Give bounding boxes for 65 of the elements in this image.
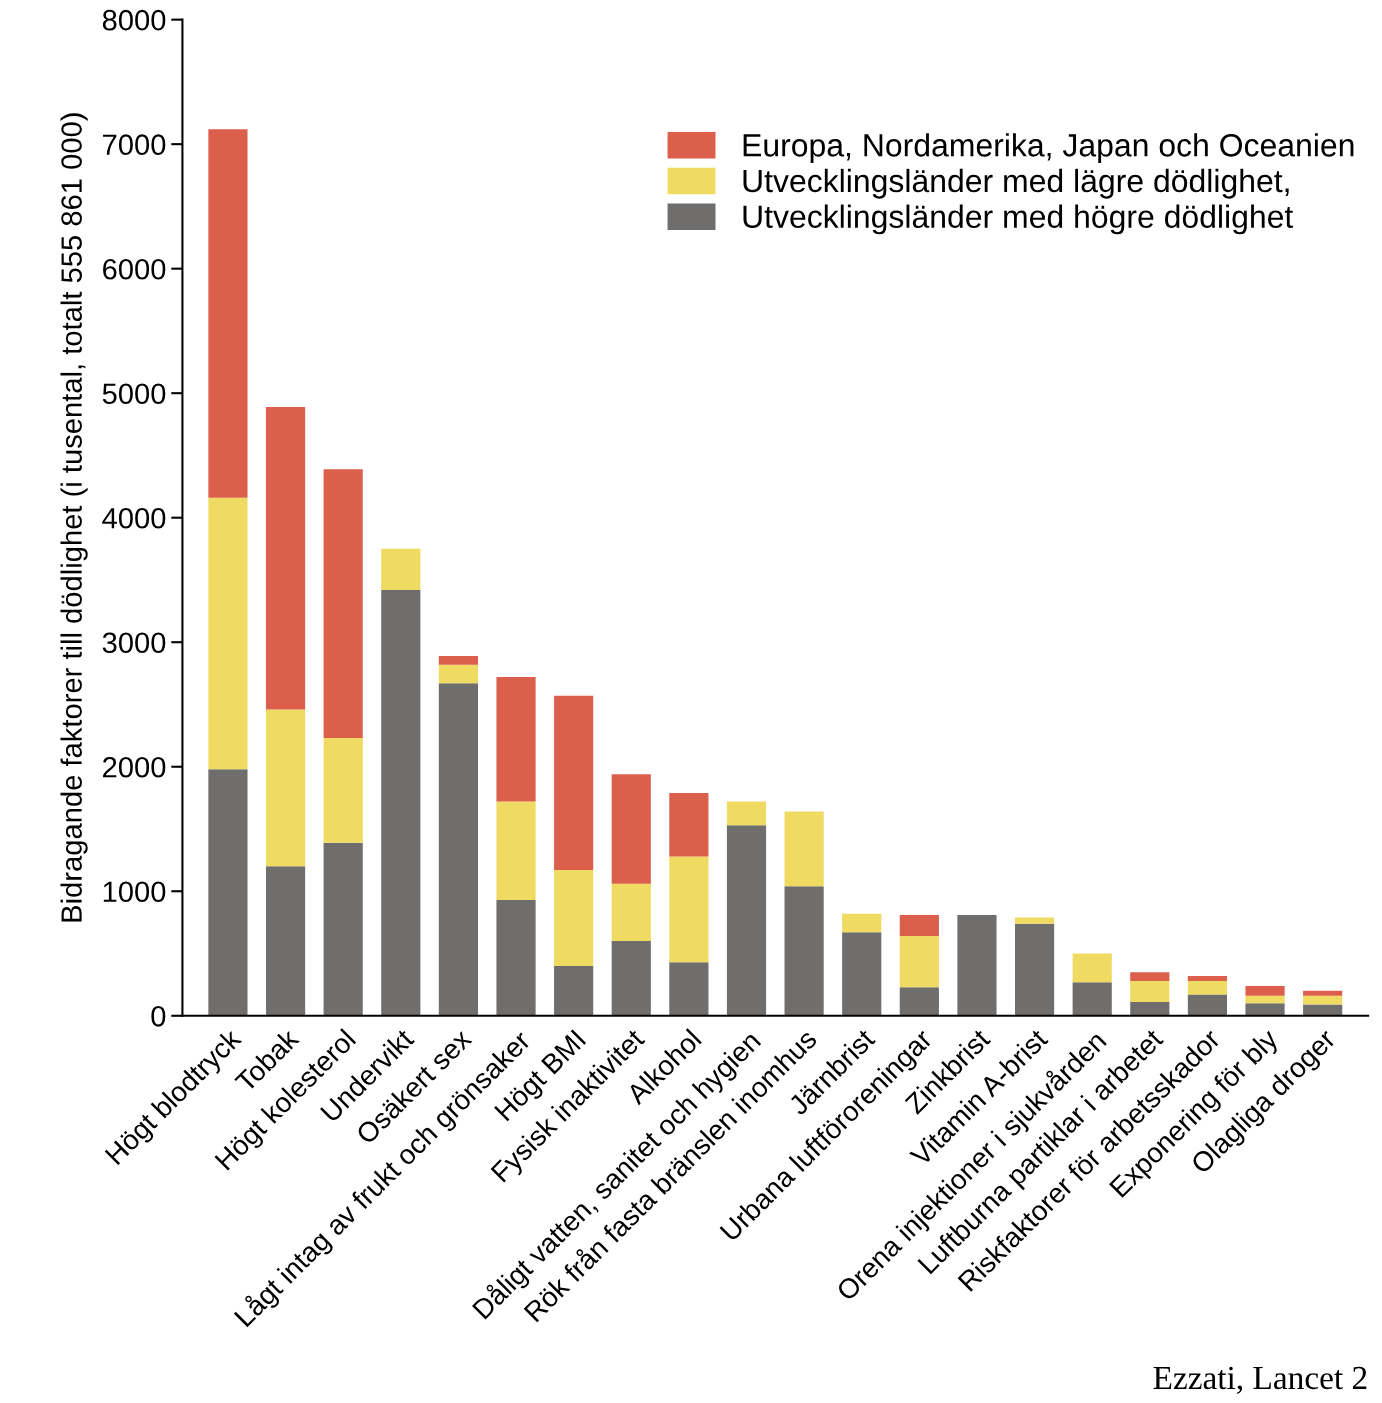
- bar: [611, 883, 651, 942]
- bar: [554, 965, 594, 1016]
- bar: [1187, 980, 1228, 995]
- y-tick-label: 6000: [103, 258, 166, 280]
- bar: [726, 801, 767, 826]
- bar: [323, 738, 363, 843]
- bar: [1187, 994, 1228, 1016]
- bar: [899, 987, 939, 1016]
- bar: [496, 899, 536, 1016]
- bar: [1303, 990, 1343, 996]
- bar: [381, 548, 421, 590]
- bar: [1187, 975, 1228, 981]
- y-axis-title: Bidragande faktorer till dödlighet (i tusental, totalt 555 861 000): [60, 113, 88, 922]
- bar: [784, 811, 824, 887]
- bar: [611, 774, 651, 884]
- y-tick-label: 8000: [102, 9, 166, 31]
- bar: [323, 469, 363, 739]
- bar: [554, 695, 594, 871]
- y-tick-label: 1000: [103, 881, 166, 903]
- bar: [265, 406, 306, 710]
- y-tick-label: 0: [151, 1005, 166, 1027]
- bar: [1245, 985, 1285, 996]
- bar: [438, 683, 478, 1016]
- bar: [1014, 917, 1055, 924]
- bar: [1303, 995, 1343, 1005]
- bar: [381, 589, 421, 1016]
- bar: [1245, 995, 1285, 1004]
- legend-label: Utvecklingsländer med lägre dödlighet,: [743, 168, 1289, 199]
- bar: [496, 801, 536, 900]
- bar: [669, 792, 709, 857]
- bar: [265, 866, 306, 1016]
- bar: [208, 497, 248, 770]
- bar: [1072, 953, 1112, 983]
- bar: [899, 914, 939, 937]
- y-tick-label: 3000: [102, 632, 166, 654]
- y-tick-label: 7000: [103, 134, 166, 156]
- bar: [784, 886, 824, 1016]
- bar: [1130, 980, 1170, 1003]
- legend-label: Europa, Nordamerika, Japan och Oceanien: [743, 133, 1354, 163]
- bar: [438, 655, 478, 665]
- bar: [554, 870, 594, 966]
- legend-label: Utvecklingsländer med högre dödlighet: [743, 204, 1294, 235]
- y-tick-label: 4000: [102, 507, 166, 529]
- bar: [438, 664, 478, 684]
- bar: [208, 769, 248, 1016]
- bar: [842, 913, 882, 933]
- bar: [496, 677, 536, 802]
- bar: [899, 936, 939, 988]
- bar: [669, 962, 709, 1016]
- y-tick-label: 5000: [102, 383, 166, 405]
- text: Ezzati, Lancet 2: [1153, 1366, 1367, 1395]
- bar: [208, 129, 248, 498]
- bar: [611, 941, 651, 1016]
- bar: [1014, 923, 1055, 1016]
- bar: [1245, 1003, 1285, 1016]
- bar: [669, 856, 709, 963]
- y-tick-label: 2000: [103, 756, 166, 778]
- bar: [1072, 982, 1112, 1016]
- bar: [1130, 1002, 1170, 1016]
- bar: [323, 842, 363, 1016]
- bar: [1130, 972, 1170, 981]
- bar: [957, 914, 997, 1016]
- bar: [726, 825, 767, 1016]
- bar: [265, 709, 306, 867]
- bar: [842, 932, 882, 1016]
